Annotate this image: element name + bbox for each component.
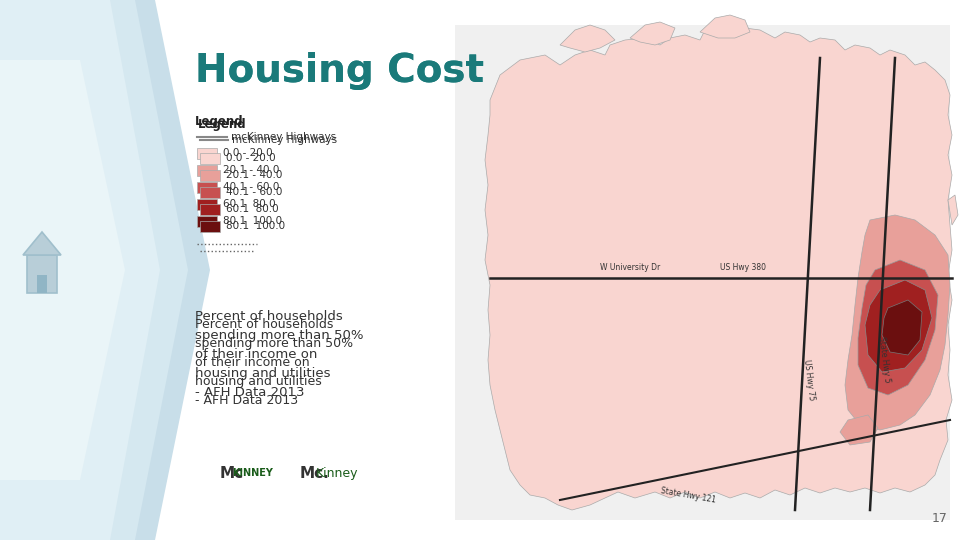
Polygon shape: [560, 25, 615, 52]
Bar: [200, 204, 220, 214]
Text: Percent of households: Percent of households: [195, 310, 343, 323]
Bar: [200, 186, 220, 198]
Bar: [197, 199, 217, 210]
Text: 0.0 - 20.0: 0.0 - 20.0: [223, 148, 273, 158]
Text: - AFH Data 2013: - AFH Data 2013: [195, 394, 299, 407]
Text: spending more than 50%: spending more than 50%: [195, 337, 353, 350]
Text: mcKinney Highways: mcKinney Highways: [232, 135, 337, 145]
Polygon shape: [23, 232, 61, 255]
Text: 20.1 - 40.0: 20.1 - 40.0: [223, 165, 279, 175]
Bar: [197, 147, 217, 159]
Text: Percent of households: Percent of households: [195, 318, 333, 331]
Text: Housing Cost: Housing Cost: [195, 52, 484, 90]
Text: housing and utilities: housing and utilities: [195, 367, 330, 380]
Polygon shape: [840, 415, 878, 445]
Bar: [197, 215, 217, 226]
Text: 40.1 - 60.0: 40.1 - 60.0: [223, 182, 279, 192]
Text: Kinney: Kinney: [316, 467, 358, 480]
Bar: [200, 220, 220, 232]
Text: housing and utilities: housing and utilities: [195, 375, 322, 388]
Text: 60.1  80.0: 60.1 80.0: [223, 199, 276, 209]
Polygon shape: [485, 28, 952, 510]
Polygon shape: [865, 280, 932, 372]
Polygon shape: [0, 60, 125, 480]
Polygon shape: [0, 0, 160, 540]
Text: of their income on: of their income on: [195, 356, 310, 369]
Text: 17: 17: [932, 512, 948, 525]
Polygon shape: [700, 15, 750, 38]
Bar: [200, 152, 220, 164]
Bar: [455, 25, 950, 520]
Bar: [200, 170, 220, 180]
Polygon shape: [845, 215, 950, 430]
Polygon shape: [0, 0, 188, 540]
Text: KINNEY: KINNEY: [232, 468, 273, 478]
Polygon shape: [882, 300, 922, 355]
Bar: [197, 181, 217, 192]
Text: Legend: Legend: [198, 118, 247, 131]
Polygon shape: [858, 260, 938, 395]
Text: - AFH Data 2013: - AFH Data 2013: [195, 386, 304, 399]
Text: 80.1  100.0: 80.1 100.0: [223, 216, 282, 226]
Text: mcKinney Highways: mcKinney Highways: [231, 132, 336, 142]
Text: 80.1  100.0: 80.1 100.0: [226, 221, 285, 231]
Text: 20.1 - 40.0: 20.1 - 40.0: [226, 170, 282, 180]
Text: Legend: Legend: [195, 115, 244, 128]
Text: 40.1 - 60.0: 40.1 - 60.0: [226, 187, 282, 197]
Bar: [37, 275, 47, 293]
Text: Mc: Mc: [220, 465, 244, 481]
Text: of their income on: of their income on: [195, 348, 318, 361]
Text: 60.1  80.0: 60.1 80.0: [226, 204, 278, 214]
Text: Mc.: Mc.: [300, 465, 329, 481]
Bar: [27, 255, 57, 293]
Text: State Hwy 121: State Hwy 121: [660, 487, 716, 505]
Text: State Hwy 5: State Hwy 5: [877, 336, 892, 383]
Polygon shape: [630, 22, 675, 45]
Bar: [197, 165, 217, 176]
Polygon shape: [948, 195, 958, 225]
Text: US Hwy 75: US Hwy 75: [802, 359, 816, 401]
Text: 0.0 - 20.0: 0.0 - 20.0: [226, 153, 276, 163]
Text: W University Dr: W University Dr: [600, 263, 660, 272]
Text: spending more than 50%: spending more than 50%: [195, 329, 364, 342]
Text: US Hwy 380: US Hwy 380: [720, 263, 766, 272]
Text: Housing Cost: Housing Cost: [195, 52, 484, 90]
Polygon shape: [0, 0, 210, 540]
